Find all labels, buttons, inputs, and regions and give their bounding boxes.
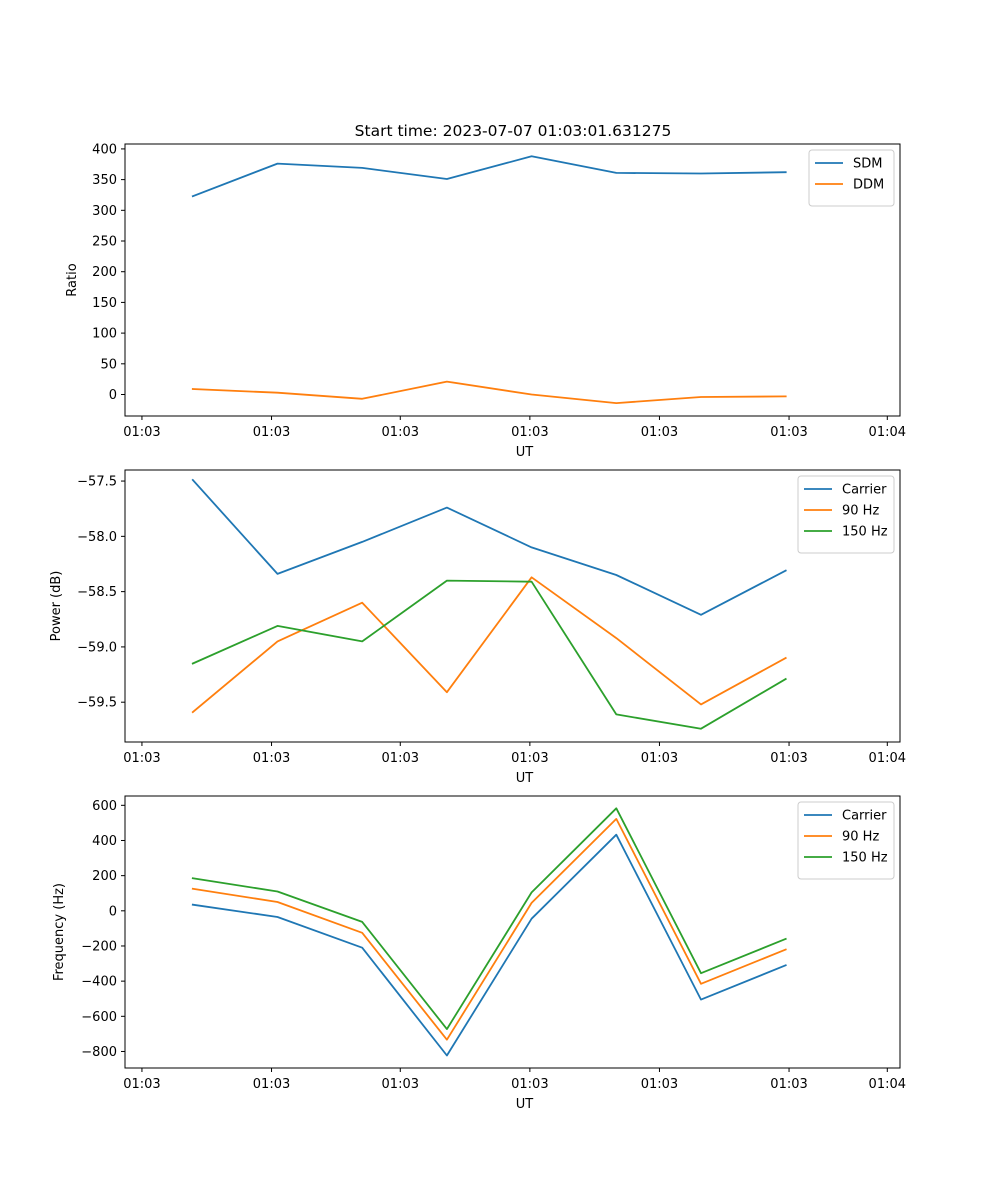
frequency-x-tick-label: 01:03 [382,1077,419,1092]
power-y-tick-label: −57.5 [77,475,117,490]
frequency-series-150-hz-line [191,807,787,1030]
frequency-x-tick-label: 01:03 [770,1077,807,1092]
ratio-x-axis-label: UT [516,445,534,460]
ratio-axes-frame [124,143,901,417]
ratio-legend-box [808,149,895,207]
ratio-x-tick-label: 01:03 [511,425,548,440]
ratio-y-tick-label: 200 [92,265,117,280]
power-x-tick-label: 01:04 [869,751,906,766]
frequency-y-tick-label: 600 [92,799,117,814]
power-legend-label-carrier: Carrier [842,483,887,498]
figure-title: Start time: 2023-07-07 01:03:01.631275 [355,122,672,140]
frequency-legend-label-carrier: Carrier [842,809,887,824]
frequency-y-tick-label: −800 [81,1045,117,1060]
frequency-series-90-hz-line [191,818,787,1041]
ratio-y-tick-label: 50 [100,357,117,372]
power-y-tick-label: −58.0 [77,530,117,545]
ratio-y-tick-label: 0 [109,388,117,403]
power-y-tick-label: −59.5 [77,696,117,711]
ratio-y-tick-label: 400 [92,142,117,157]
power-legend-label-90-hz: 90 Hz [842,504,879,519]
power-x-tick-label: 01:03 [123,751,160,766]
ratio-y-tick-label: 250 [92,235,117,250]
power-axes-frame [124,469,901,743]
frequency-y-tick-label: −600 [81,1010,117,1025]
ratio-y-tick-label: 100 [92,327,117,342]
ratio-y-tick-label: 150 [92,296,117,311]
power-y-tick-label: −58.5 [77,585,117,600]
ratio-series-ddm-line [191,380,787,405]
frequency-x-axis-label: UT [516,1097,534,1112]
frequency-y-axis-label: Frequency (Hz) [52,883,67,981]
frequency-y-tick-label: 400 [92,834,117,849]
power-legend-label-150-hz: 150 Hz [842,525,888,540]
frequency-y-tick-label: −200 [81,939,117,954]
frequency-x-tick-label: 01:03 [641,1077,678,1092]
ratio-y-tick-label: 350 [92,173,117,188]
power-x-tick-label: 01:03 [770,751,807,766]
power-x-tick-label: 01:03 [511,751,548,766]
frequency-axes-frame [124,795,901,1069]
frequency-panel: 01:03 01:03 01:03 01:03 01:03 01:03 01:04 −800 −… [52,795,906,1112]
ratio-x-tick-label: 01:03 [123,425,160,440]
ratio-legend: SDM DDM [808,149,895,207]
power-legend: Carrier 90 Hz 150 Hz [797,475,895,554]
power-plot-area: 01:03 01:03 01:03 01:03 01:03 01:03 01:04 −59.5… [77,469,906,766]
power-series-150-hz-line [191,579,787,730]
power-x-tick-label: 01:03 [641,751,678,766]
ratio-series-sdm-line [191,155,787,198]
ratio-x-tick-label: 01:03 [641,425,678,440]
frequency-legend-label-90-hz: 90 Hz [842,830,879,845]
frequency-legend-label-150-hz: 150 Hz [842,851,888,866]
ratio-plot-area: 01:03 01:03 01:03 01:03 01:03 01:03 01:04 0 50 10… [92,142,906,440]
ratio-panel: 01:03 01:03 01:03 01:03 01:03 01:03 01:04 0 50 10… [65,142,906,460]
frequency-series-carrier-line [191,833,787,1057]
power-y-tick-label: −59.0 [77,640,117,655]
power-x-axis-label: UT [516,771,534,786]
ratio-y-axis-label: Ratio [65,263,80,296]
power-series-carrier-line [191,478,787,616]
frequency-x-tick-label: 01:03 [511,1077,548,1092]
frequency-x-tick-label: 01:03 [123,1077,160,1092]
frequency-legend: Carrier 90 Hz 150 Hz [797,801,895,880]
frequency-plot-area: 01:03 01:03 01:03 01:03 01:03 01:03 01:04 −800 −… [81,795,906,1092]
ratio-legend-label-sdm: SDM [853,157,882,172]
frequency-y-tick-label: 0 [109,904,117,919]
ratio-x-tick-label: 01:03 [253,425,290,440]
frequency-y-tick-label: −400 [81,975,117,990]
ratio-legend-label-ddm: DDM [853,178,884,193]
power-legend-box [797,475,895,554]
power-series-90-hz-line [191,576,787,714]
ratio-y-tick-label: 300 [92,204,117,219]
power-panel: 01:03 01:03 01:03 01:03 01:03 01:03 01:04 −59.5… [49,469,906,786]
power-y-axis-label: Power (dB) [49,571,64,642]
frequency-legend-box [797,801,895,880]
ratio-x-tick-label: 01:03 [382,425,419,440]
frequency-x-tick-label: 01:03 [253,1077,290,1092]
ratio-x-tick-label: 01:03 [770,425,807,440]
frequency-x-tick-label: 01:04 [869,1077,906,1092]
power-x-tick-label: 01:03 [253,751,290,766]
frequency-y-tick-label: 200 [92,869,117,884]
power-x-tick-label: 01:03 [382,751,419,766]
ratio-x-tick-label: 01:04 [869,425,906,440]
